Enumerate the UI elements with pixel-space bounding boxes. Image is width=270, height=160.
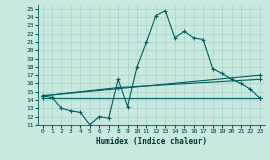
X-axis label: Humidex (Indice chaleur): Humidex (Indice chaleur) xyxy=(96,137,207,146)
